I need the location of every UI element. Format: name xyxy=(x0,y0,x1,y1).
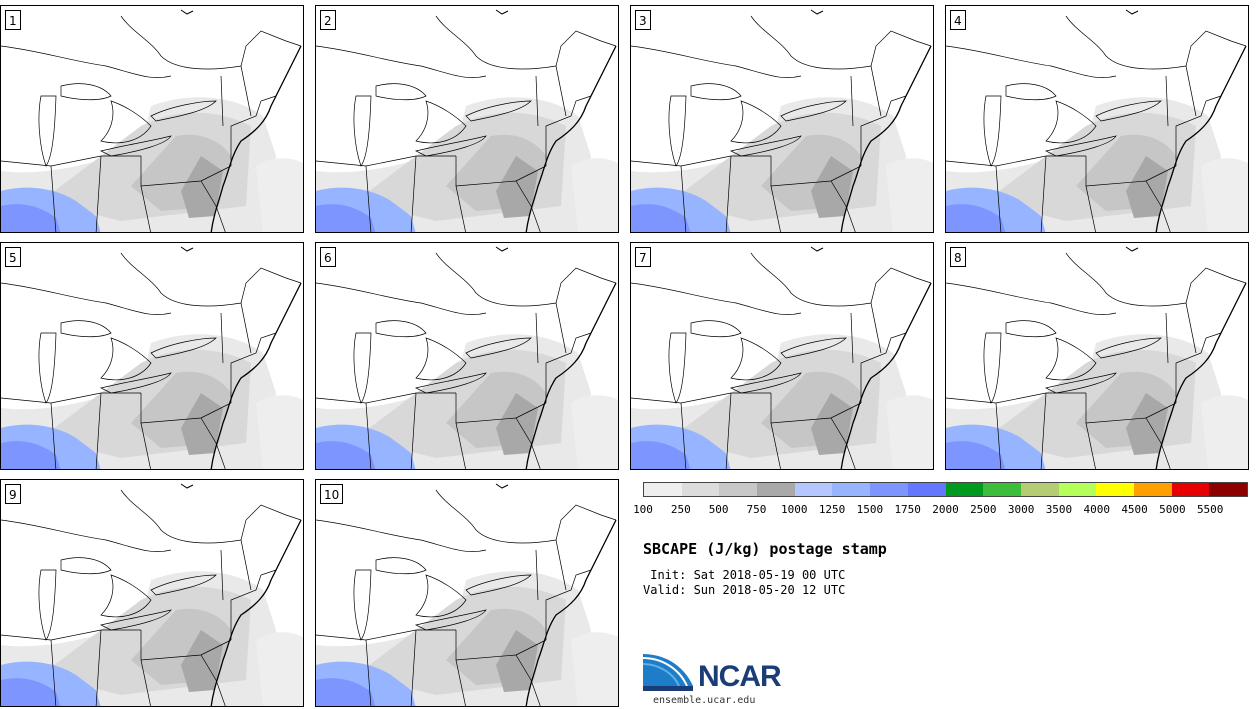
ensemble-member-panel: 4 xyxy=(945,5,1249,233)
colorbar-tick-label: 5000 xyxy=(1159,503,1186,516)
member-label: 2 xyxy=(320,10,336,30)
ensemble-member-panel: 2 xyxy=(315,5,619,233)
ncar-logo-icon xyxy=(643,654,693,691)
ensemble-member-panel: 8 xyxy=(945,242,1249,470)
colorbar-tick-label: 5500 xyxy=(1196,503,1224,516)
init-time: Init: Sat 2018-05-19 00 UTC xyxy=(643,568,846,582)
colorbar-swatch xyxy=(719,483,758,496)
site-url: ensemble.ucar.edu xyxy=(653,695,756,706)
colorbar-swatch xyxy=(681,483,720,496)
ensemble-member-panel: 1 xyxy=(0,5,304,233)
member-map xyxy=(631,246,933,469)
member-map xyxy=(316,9,618,232)
member-label: 7 xyxy=(635,247,651,267)
ensemble-member-panel: 3 xyxy=(630,5,934,233)
colorbar-swatch xyxy=(945,483,984,496)
colorbar-tick-label: 4500 xyxy=(1121,503,1148,516)
colorbar-swatch xyxy=(1096,483,1134,496)
member-map xyxy=(631,9,933,232)
ensemble-member-panel: 9 xyxy=(0,479,304,707)
colorbar-tick-label: 4000 xyxy=(1083,503,1111,516)
colorbar-tick-label: 100 xyxy=(633,503,653,516)
ensemble-member-panel: 10 xyxy=(315,479,619,707)
colorbar-tick-label: 1750 xyxy=(894,503,921,516)
member-label: 9 xyxy=(5,484,21,504)
member-label: 5 xyxy=(5,247,21,267)
member-label: 8 xyxy=(950,247,966,267)
colorbar-tick-label: 3000 xyxy=(1007,503,1035,516)
logo-wordmark: NCAR xyxy=(698,660,782,693)
member-map xyxy=(316,483,618,706)
colorbar-swatch xyxy=(757,483,795,496)
member-label: 6 xyxy=(320,247,336,267)
colorbar-swatch xyxy=(983,483,1021,496)
colorbar-tick-label: 2500 xyxy=(970,503,997,516)
valid-time: Valid: Sun 2018-05-20 12 UTC xyxy=(643,583,846,597)
member-map xyxy=(946,246,1248,469)
ensemble-member-panel: 5 xyxy=(0,242,304,470)
colorbar-swatch xyxy=(1020,483,1059,496)
colorbar xyxy=(643,482,1248,497)
member-label: 4 xyxy=(950,10,966,30)
colorbar-swatch xyxy=(1133,483,1172,496)
member-label: 3 xyxy=(635,10,651,30)
member-label: 1 xyxy=(5,10,21,30)
colorbar-swatch xyxy=(832,483,871,496)
plot-title: SBCAPE (J/kg) postage stamp xyxy=(643,540,887,558)
member-label: 10 xyxy=(320,484,344,504)
colorbar-swatch xyxy=(644,483,682,496)
colorbar-tick-label: 500 xyxy=(708,503,729,516)
colorbar-swatch xyxy=(1058,483,1097,496)
colorbar-swatch xyxy=(794,483,833,496)
member-map xyxy=(946,9,1248,232)
colorbar-tick-label: 250 xyxy=(670,503,691,516)
ensemble-member-panel: 6 xyxy=(315,242,619,470)
ensemble-member-panel: 7 xyxy=(630,242,934,470)
member-map xyxy=(316,246,618,469)
member-map xyxy=(1,483,303,706)
colorbar-swatch xyxy=(1209,483,1247,496)
colorbar-tick-label: 750 xyxy=(746,503,767,516)
colorbar-tick-label: 2000 xyxy=(932,503,959,516)
member-map xyxy=(1,9,303,232)
colorbar-tick-label: 1000 xyxy=(781,503,808,516)
colorbar-tick-label: 1250 xyxy=(818,503,846,516)
colorbar-swatch xyxy=(870,483,908,496)
colorbar-swatch xyxy=(907,483,946,496)
colorbar-tick-label: 1500 xyxy=(856,503,884,516)
colorbar-swatch xyxy=(1171,483,1210,496)
member-map xyxy=(1,246,303,469)
colorbar-tick-label: 3500 xyxy=(1045,503,1073,516)
